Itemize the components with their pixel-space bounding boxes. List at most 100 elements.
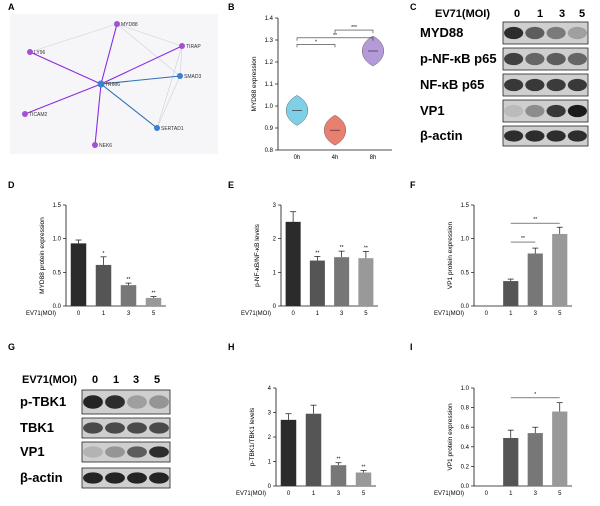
panel-letter-f: F bbox=[410, 180, 416, 190]
chart-d-y-axis-label: MYD88 protein expression bbox=[39, 217, 46, 294]
blot-g: EV71(MOI) 0 1 3 5 p-TBK1 TBK1 VP1 β-actin bbox=[20, 374, 171, 489]
blot-band-box bbox=[81, 467, 171, 489]
blot-band bbox=[105, 395, 125, 409]
chart-b-significance-label: * bbox=[315, 39, 317, 45]
chart-e-significance-label: ** bbox=[315, 251, 319, 257]
chart-d-y-tick-label: 0.5 bbox=[53, 270, 62, 276]
chart-d-bar bbox=[95, 264, 112, 306]
network-edge-faint bbox=[179, 45, 183, 77]
network-edge-faint bbox=[156, 75, 181, 129]
chart-f-y-tick-label: 0.0 bbox=[461, 304, 470, 310]
blot-band bbox=[83, 395, 103, 409]
chart-d: 0.0 0.5 1.0 1.5 MYD88 protein expression EV71… bbox=[26, 203, 166, 317]
blot-band bbox=[127, 446, 147, 458]
chart-d-y-tick-label: 1.5 bbox=[53, 203, 62, 209]
blot-band bbox=[567, 130, 587, 142]
chart-e-x-tick-label: 0 bbox=[291, 311, 295, 317]
blot-band-box bbox=[502, 21, 589, 45]
chart-h-bar bbox=[330, 465, 347, 486]
chart-i-y-tick-label: 0.0 bbox=[461, 484, 470, 490]
chart-f-bar bbox=[503, 281, 519, 306]
chart-i-y-tick-label: 0.8 bbox=[461, 406, 470, 412]
blot-dose-label: 0 bbox=[92, 374, 98, 386]
chart-i-significance-label: * bbox=[534, 392, 536, 398]
blot-band bbox=[504, 78, 524, 92]
panel-letter-h: H bbox=[228, 342, 235, 352]
blot-band bbox=[504, 104, 524, 118]
blot-band bbox=[525, 130, 545, 142]
chart-h-y-axis-label: p-TBK1/TBK1 levels bbox=[249, 407, 256, 466]
chart-f-y-tick-label: 1.0 bbox=[461, 237, 470, 243]
blot-band bbox=[525, 52, 545, 66]
blot-band-box bbox=[81, 417, 171, 439]
network-node-label: TIRAP bbox=[186, 44, 201, 50]
chart-f-bar bbox=[552, 233, 568, 306]
chart-i-x-axis-label: EV71(MOI) bbox=[434, 491, 464, 497]
chart-i-y-axis-label: VP1 protein expression bbox=[447, 403, 454, 471]
blot-band bbox=[127, 422, 147, 434]
network-edge-smad3 bbox=[100, 75, 181, 85]
chart-b-x-tick-label: 8h bbox=[370, 155, 377, 161]
chart-e-y-tick-label: 2 bbox=[273, 237, 277, 243]
chart-i-x-tick-label: 3 bbox=[534, 491, 538, 497]
network-node-label: SERTAD1 bbox=[161, 126, 184, 132]
chart-h-x-axis-label: EV71(MOI) bbox=[236, 491, 266, 497]
blot-band bbox=[546, 78, 566, 92]
chart-f-y-axis-label: VP1 protein expression bbox=[447, 222, 454, 290]
chart-d-bar bbox=[145, 297, 162, 306]
chart-h-bar bbox=[305, 413, 322, 486]
chart-h-y-tick-label: 0 bbox=[268, 484, 272, 490]
network-edge-faint bbox=[29, 23, 118, 53]
blot-band bbox=[525, 104, 545, 118]
blot-band bbox=[525, 26, 545, 40]
network-node-myd88 bbox=[114, 21, 120, 27]
chart-b-significance-bracket bbox=[334, 29, 374, 34]
blot-band bbox=[83, 422, 103, 434]
blot-band bbox=[546, 52, 566, 66]
panel-letter-i: I bbox=[410, 342, 413, 352]
chart-e-x-axis-label: EV71(MOI) bbox=[241, 311, 271, 317]
blot-band-box bbox=[502, 73, 589, 97]
network-node-label: MYD88 bbox=[121, 22, 138, 28]
chart-h-x-tick-label: 5 bbox=[362, 491, 366, 497]
chart-h-y-tick-label: 3 bbox=[268, 411, 272, 417]
network-node-ly96 bbox=[27, 49, 33, 55]
blot-dose-label: 5 bbox=[579, 8, 585, 20]
chart-b-significance-label: ** bbox=[333, 33, 337, 39]
blot-band-label: VP1 bbox=[20, 444, 45, 459]
chart-d-bar bbox=[120, 285, 137, 306]
blot-band bbox=[149, 446, 169, 458]
blot-band bbox=[83, 446, 103, 458]
blot-band bbox=[504, 130, 524, 142]
chart-d-x-tick-label: 5 bbox=[152, 311, 156, 317]
chart-e-y-tick-label: 3 bbox=[273, 203, 277, 209]
blot-band bbox=[504, 52, 524, 66]
chart-e-bar bbox=[358, 258, 374, 306]
chart-f-x-axis-label: EV71(MOI) bbox=[434, 311, 464, 317]
chart-i-y-tick-label: 0.2 bbox=[461, 464, 470, 470]
chart-h-significance-label: ** bbox=[362, 465, 366, 471]
blot-band-box bbox=[502, 125, 589, 147]
blot-band bbox=[567, 78, 587, 92]
chart-i-x-tick-label: 5 bbox=[558, 491, 562, 497]
blot-band bbox=[105, 422, 125, 434]
chart-e-x-tick-label: 5 bbox=[364, 311, 368, 317]
blot-band-label: β-actin bbox=[20, 470, 63, 485]
chart-d-x-tick-label: 3 bbox=[127, 311, 131, 317]
chart-b-significance-label: *** bbox=[351, 25, 357, 31]
chart-b-y-tick-label: 1.4 bbox=[265, 16, 274, 22]
network-edge-sertad1 bbox=[100, 83, 158, 129]
chart-f-y-tick-label: 0.5 bbox=[461, 270, 470, 276]
blot-band-box bbox=[81, 441, 171, 463]
network-edge-faint bbox=[156, 45, 183, 129]
chart-i-bar bbox=[552, 411, 568, 486]
chart-b-significance-bracket bbox=[296, 44, 336, 48]
chart-f-bar bbox=[527, 253, 543, 306]
chart-b-y-tick-label: 1.3 bbox=[265, 38, 274, 44]
chart-e-y-tick-label: 0 bbox=[273, 304, 277, 310]
blot-band-label: TBK1 bbox=[20, 420, 54, 435]
chart-i-bar bbox=[527, 433, 543, 486]
chart-i-y-tick-label: 1.0 bbox=[461, 386, 470, 392]
panel-letter-d: D bbox=[8, 180, 15, 190]
